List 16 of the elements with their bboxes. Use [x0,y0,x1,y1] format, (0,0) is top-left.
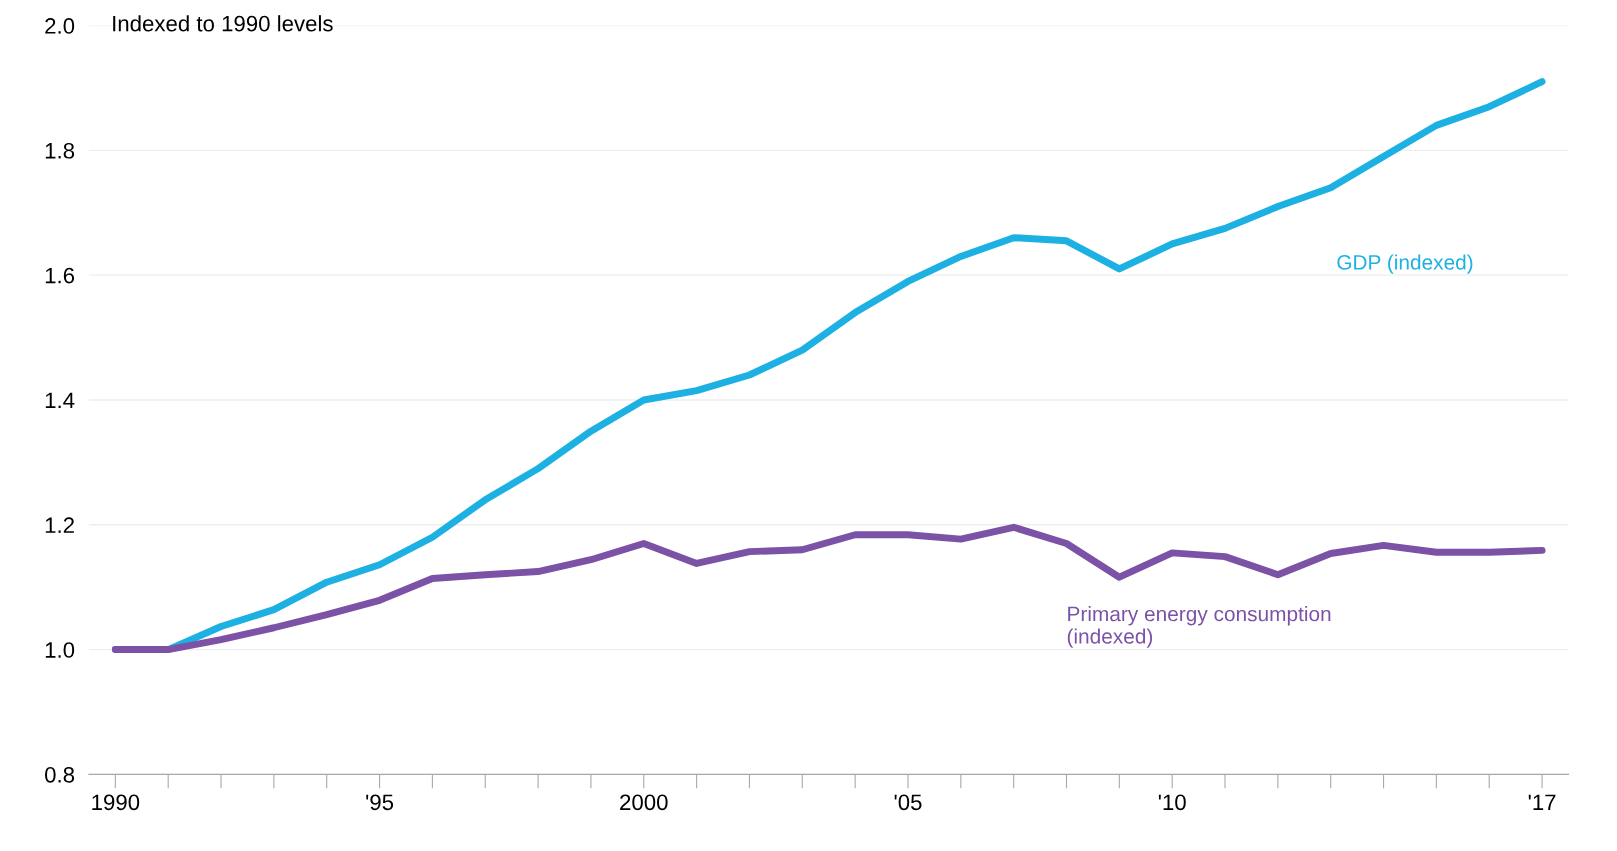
y-tick-label: 0.8 [45,766,75,783]
x-tick-label: '95 [366,794,394,811]
x-tick-label: 1990 [92,794,140,811]
x-tick-label: '17 [1528,794,1556,810]
text: GDP (indexed) [1337,254,1473,274]
y-tick-label: 2.0 [45,18,75,34]
y-tick-label: 1.8 [45,142,75,159]
y-tick-label: 1.4 [45,392,75,409]
text: Primary energy consumption (indexed) [1067,606,1331,648]
y-axis-title: Indexed to 1990 levels [113,15,333,32]
x-tick-label: '05 [894,794,922,811]
x-tick-label: 2000 [620,794,668,811]
y-tick-label: 1.2 [45,517,74,533]
x-tick-label: '10 [1158,794,1186,811]
y-tick-label: 1.0 [45,642,75,658]
y-tick-label: 1.6 [45,267,75,284]
